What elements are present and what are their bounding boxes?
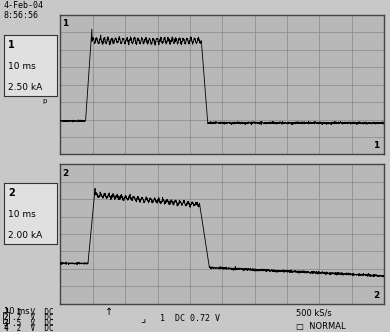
Text: p: p <box>42 98 46 104</box>
Text: ↑: ↑ <box>105 307 113 317</box>
Text: 4: 4 <box>4 324 9 332</box>
Text: .2  V  DC: .2 V DC <box>12 313 54 322</box>
Text: 2.50 kA: 2.50 kA <box>8 83 43 92</box>
Text: 10 ms: 10 ms <box>8 62 36 71</box>
Text: 2  V  DC: 2 V DC <box>12 324 54 332</box>
Text: 2: 2 <box>373 290 379 299</box>
Text: 1: 1 <box>4 308 9 317</box>
Text: 10 ms: 10 ms <box>8 209 36 219</box>
Text: ⌟: ⌟ <box>140 314 145 324</box>
Text: 4-Feb-04: 4-Feb-04 <box>4 1 44 10</box>
Text: 1: 1 <box>373 141 379 150</box>
Text: 8:56:56: 8:56:56 <box>4 11 39 20</box>
Text: 2: 2 <box>4 313 9 322</box>
Text: 1: 1 <box>62 19 68 28</box>
Text: 2: 2 <box>8 188 15 198</box>
Text: 1: 1 <box>8 40 15 50</box>
Text: 1  V  DC: 1 V DC <box>12 308 54 317</box>
Text: 10 ms: 10 ms <box>4 307 30 316</box>
Text: .5  V  DC: .5 V DC <box>12 318 54 328</box>
Text: p: p <box>42 237 46 243</box>
Text: 1  DC 0.72 V: 1 DC 0.72 V <box>160 314 220 323</box>
Text: 2.00 kA: 2.00 kA <box>8 230 43 239</box>
Text: □  NORMAL: □ NORMAL <box>296 321 346 331</box>
Text: 2: 2 <box>62 169 68 178</box>
Text: 3: 3 <box>4 318 9 328</box>
Text: 500 kS/s: 500 kS/s <box>296 308 332 317</box>
